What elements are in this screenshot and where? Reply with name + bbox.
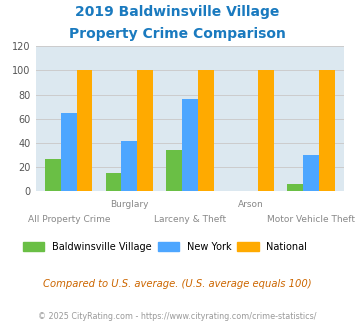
Bar [61,113,77,191]
Text: All Property Crime: All Property Crime [28,215,110,224]
Text: Larceny & Theft: Larceny & Theft [154,215,226,224]
Bar [288,184,303,191]
Legend: Baldwinsville Village, New York, National: Baldwinsville Village, New York, Nationa… [19,238,311,256]
Bar [106,173,121,191]
Bar [319,70,335,191]
Text: Arson: Arson [237,200,263,209]
Text: Burglary: Burglary [110,200,149,209]
Bar [182,99,198,191]
Text: Property Crime Comparison: Property Crime Comparison [69,27,286,41]
Bar [137,70,153,191]
Text: Compared to U.S. average. (U.S. average equals 100): Compared to U.S. average. (U.S. average … [43,279,312,289]
Bar [121,141,137,191]
Bar [198,70,214,191]
Bar [303,155,319,191]
Text: © 2025 CityRating.com - https://www.cityrating.com/crime-statistics/: © 2025 CityRating.com - https://www.city… [38,312,317,321]
Bar [77,70,92,191]
Text: Motor Vehicle Theft: Motor Vehicle Theft [267,215,355,224]
Bar [166,150,182,191]
Bar [258,70,274,191]
Text: 2019 Baldwinsville Village: 2019 Baldwinsville Village [75,5,280,19]
Bar [45,159,61,191]
